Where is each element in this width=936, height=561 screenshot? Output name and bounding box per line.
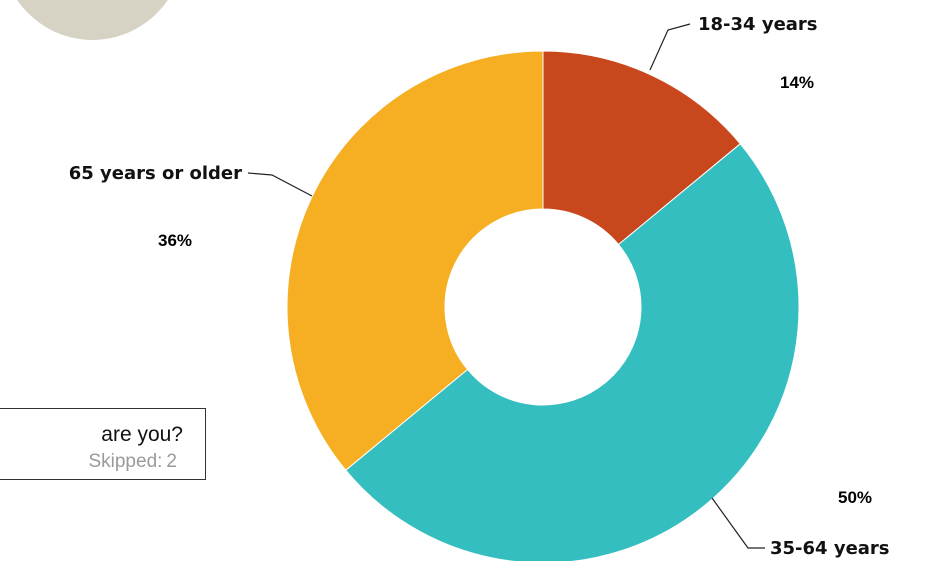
leader-line-3 [247, 172, 313, 197]
percent-label-1: 14% [780, 73, 814, 92]
category-label-3: 65 years or older [69, 163, 242, 184]
percent-label-2: 50% [838, 488, 872, 507]
donut-slice-3 [286, 50, 544, 471]
category-label-1: 18-34 years [698, 14, 818, 35]
question-text: are you? [101, 423, 183, 446]
skipped-label: Skipped: [88, 451, 163, 472]
skipped-count: Skipped: 2 [88, 451, 177, 473]
donut-slice-1 [542, 50, 741, 246]
question-summary-box: are you? Skipped: 2 [0, 408, 206, 480]
donut-slice-2 [345, 143, 800, 561]
leader-line-1 [649, 23, 691, 71]
category-label-2: 35-64 years [770, 538, 890, 559]
percent-label-3: 36% [158, 231, 192, 250]
skipped-value: 2 [166, 451, 177, 472]
leader-line-2 [711, 497, 765, 549]
